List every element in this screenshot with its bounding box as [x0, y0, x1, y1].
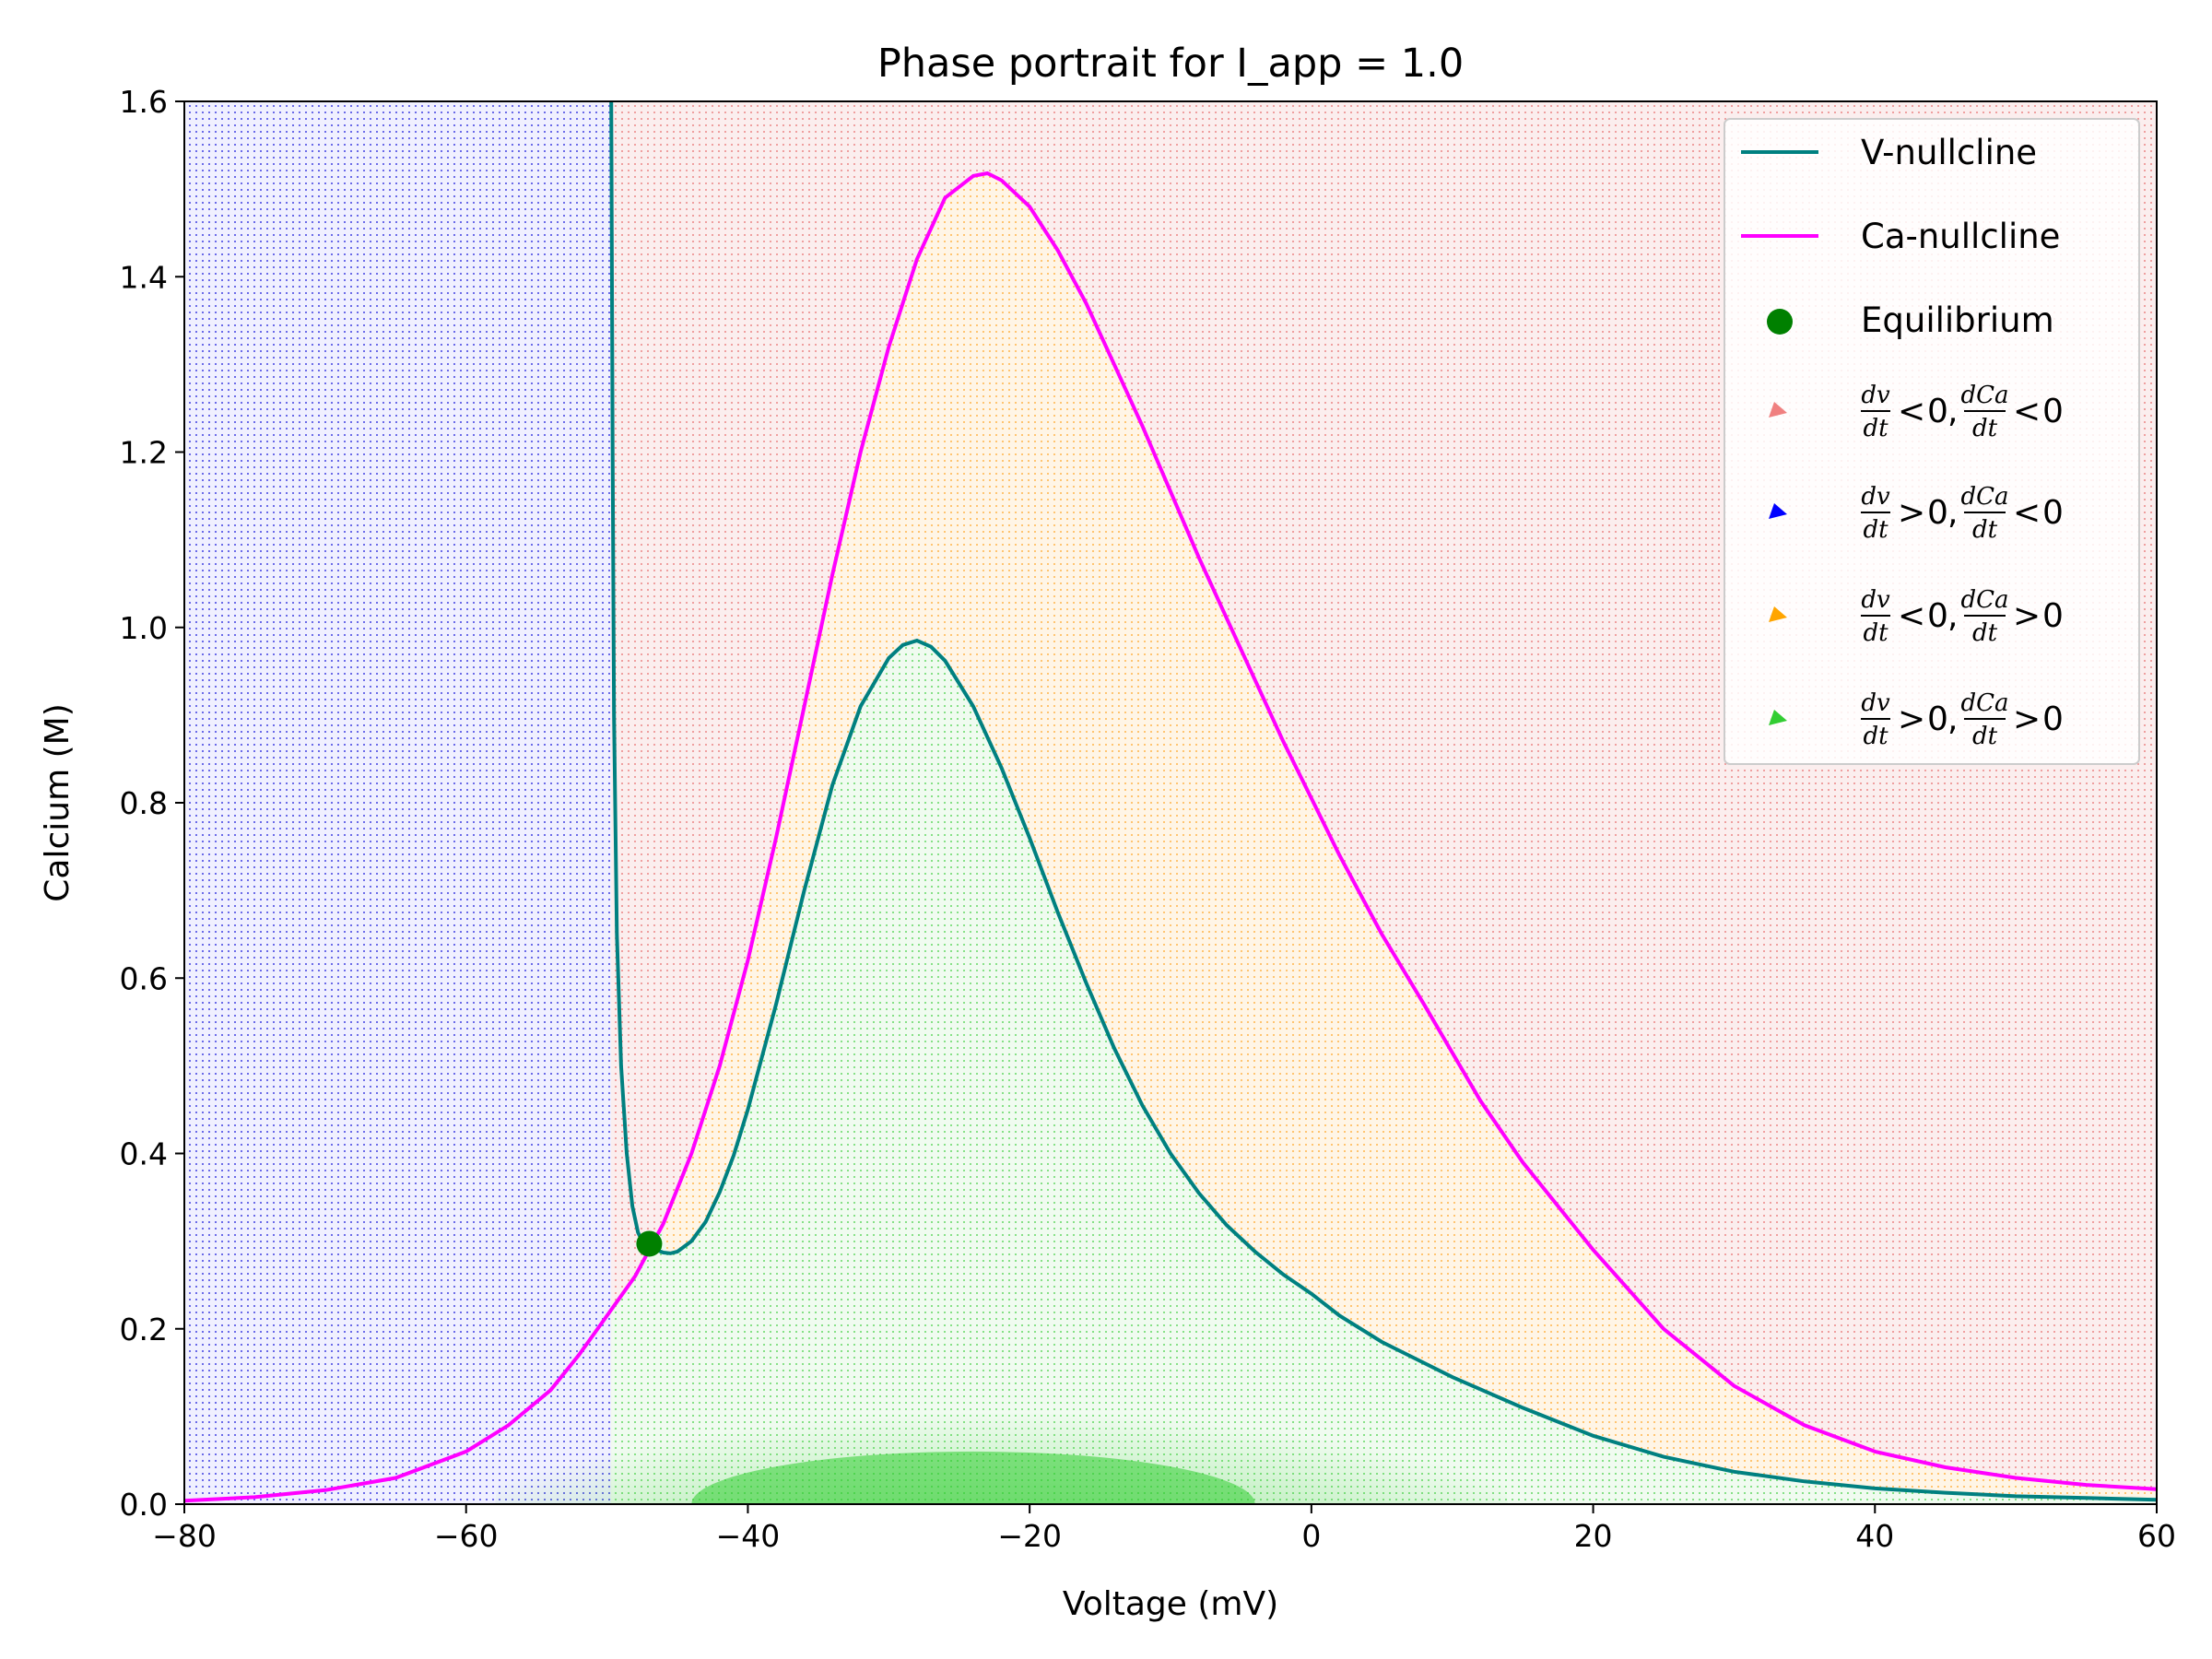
legend-label-equilibrium: Equilibrium: [1861, 300, 2054, 340]
x-axis: −80 −60 −40 −20 0 20 40 60: [152, 1504, 2176, 1554]
legend-op: <: [1898, 393, 1925, 430]
region-dv-pos-dca-pos: [611, 641, 2157, 1504]
ca-nullcline-line: [184, 171, 2157, 1503]
legend-frac-dv-numerator: dv: [1861, 689, 1890, 717]
legend-frac-dca-numerator: dCa: [1960, 382, 2008, 409]
legend-val: 0: [2042, 597, 2064, 635]
legend-frac-dv-denominator: dt: [1863, 723, 1888, 750]
legend-frac-dca-denominator: dt: [1972, 723, 1998, 750]
legend-frac-dca-numerator: dCa: [1960, 689, 2008, 717]
x-tick-label: −20: [997, 1518, 1062, 1554]
x-tick-label: −40: [716, 1518, 781, 1554]
legend-val: 0: [1927, 494, 1948, 532]
chart-title: Phase portrait for I_app = 1.0: [877, 41, 1464, 87]
legend-frac-dca-numerator: dCa: [1960, 586, 2008, 614]
y-tick-label: 1.2: [120, 435, 168, 471]
legend-frac-dv-denominator: dt: [1863, 516, 1888, 544]
x-tick-label: 20: [1574, 1518, 1613, 1554]
legend-arrow-icon: [1769, 606, 1787, 622]
legend-comma: ,: [1947, 597, 1958, 635]
legend-val: 0: [1927, 700, 1948, 738]
y-tick-label: 0.4: [120, 1136, 168, 1172]
legend-op: <: [2013, 494, 2041, 532]
y-axis: 0.0 0.2 0.4 0.6 0.8 1.0 1.2 1.4 1.6: [120, 84, 184, 1523]
legend-frac-dca-denominator: dt: [1972, 619, 1998, 647]
legend-val: 0: [2042, 494, 2064, 532]
legend-op: <: [2013, 393, 2041, 430]
x-tick-label: −80: [152, 1518, 217, 1554]
legend-frac-dca-denominator: dt: [1972, 516, 1998, 544]
legend-arrow-icon: [1769, 503, 1787, 519]
legend-op: >: [1898, 494, 1925, 532]
legend-frac-dv-denominator: dt: [1863, 619, 1888, 647]
legend: V-nullcline Ca-nullcline Equilibrium dv dt <0…: [1724, 118, 2140, 765]
legend-comma: ,: [1947, 494, 1958, 532]
legend-label-v-nullcline: V-nullcline: [1861, 133, 2037, 172]
region-dv-pos-dca-neg: [184, 101, 612, 1504]
x-tick-label: 60: [2137, 1518, 2176, 1554]
field-density-core: [691, 1451, 1255, 1504]
legend-frac-dca-numerator: dCa: [1960, 483, 2008, 511]
y-axis-label: Calcium (M): [39, 703, 76, 901]
y-tick-label: 0.6: [120, 960, 168, 996]
x-tick-label: −60: [434, 1518, 499, 1554]
field-density-glow: [495, 1320, 1508, 1504]
legend-frac-dca-denominator: dt: [1972, 415, 1998, 442]
legend-op: >: [2013, 597, 2041, 635]
legend-box: [1724, 118, 2140, 765]
legend-frac-dv-numerator: dv: [1861, 483, 1890, 511]
y-tick-label: 0.0: [120, 1487, 168, 1523]
legend-arrow-icon: [1769, 402, 1787, 418]
region-dv-neg-dca-pos: [663, 173, 2157, 1500]
equilibrium-point: [636, 1230, 663, 1257]
legend-comma: ,: [1947, 700, 1958, 738]
legend-val: 0: [1927, 393, 1948, 430]
y-tick-label: 1.0: [120, 610, 168, 646]
x-tick-label: 0: [1301, 1518, 1321, 1554]
y-tick-label: 0.2: [120, 1312, 168, 1347]
legend-op: >: [2013, 700, 2041, 738]
legend-arrow-icon: [1769, 710, 1787, 725]
legend-val: 0: [1927, 597, 1948, 635]
legend-label-ca-nullcline: Ca-nullcline: [1861, 217, 2060, 256]
series-layer: [184, 101, 2157, 1503]
legend-val: 0: [2042, 700, 2064, 738]
legend-frac-dv-numerator: dv: [1861, 586, 1890, 614]
y-tick-label: 0.8: [120, 785, 168, 821]
legend-handle-equilibrium: [1767, 309, 1793, 335]
x-tick-label: 40: [1855, 1518, 1894, 1554]
x-axis-label: Voltage (mV): [1063, 1585, 1278, 1623]
legend-comma: ,: [1947, 393, 1958, 430]
y-tick-label: 1.6: [120, 84, 168, 120]
legend-op: >: [1898, 700, 1925, 738]
legend-frac-dv-numerator: dv: [1861, 382, 1890, 409]
legend-op: <: [1898, 597, 1925, 635]
y-tick-label: 1.4: [120, 259, 168, 295]
legend-val: 0: [2042, 393, 2064, 430]
legend-frac-dv-denominator: dt: [1863, 415, 1888, 442]
